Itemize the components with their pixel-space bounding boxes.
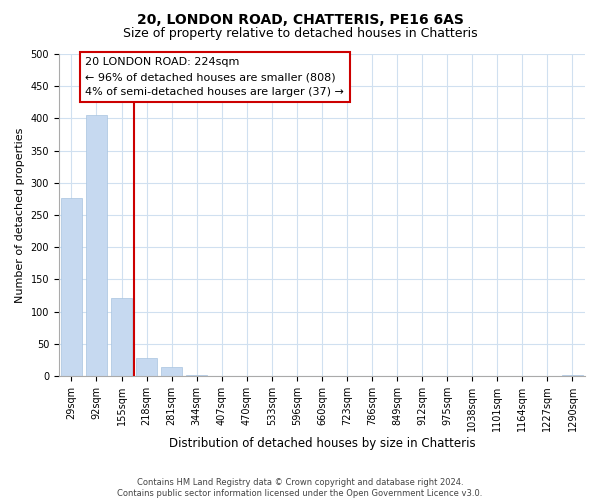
Text: Size of property relative to detached houses in Chatteris: Size of property relative to detached ho… (122, 28, 478, 40)
Bar (61, 198, 82, 376)
X-axis label: Distribution of detached houses by size in Chatteris: Distribution of detached houses by size … (169, 437, 475, 450)
Bar (161, 367, 182, 376)
Bar (186, 375, 208, 376)
Y-axis label: Number of detached properties: Number of detached properties (15, 128, 25, 302)
Bar (136, 358, 157, 376)
Bar (111, 298, 132, 376)
Text: 20 LONDON ROAD: 224sqm
← 96% of detached houses are smaller (808)
4% of semi-det: 20 LONDON ROAD: 224sqm ← 96% of detached… (85, 57, 344, 97)
Bar (86, 115, 107, 376)
Text: Contains HM Land Registry data © Crown copyright and database right 2024.
Contai: Contains HM Land Registry data © Crown c… (118, 478, 482, 498)
Text: 20, LONDON ROAD, CHATTERIS, PE16 6AS: 20, LONDON ROAD, CHATTERIS, PE16 6AS (137, 12, 463, 26)
